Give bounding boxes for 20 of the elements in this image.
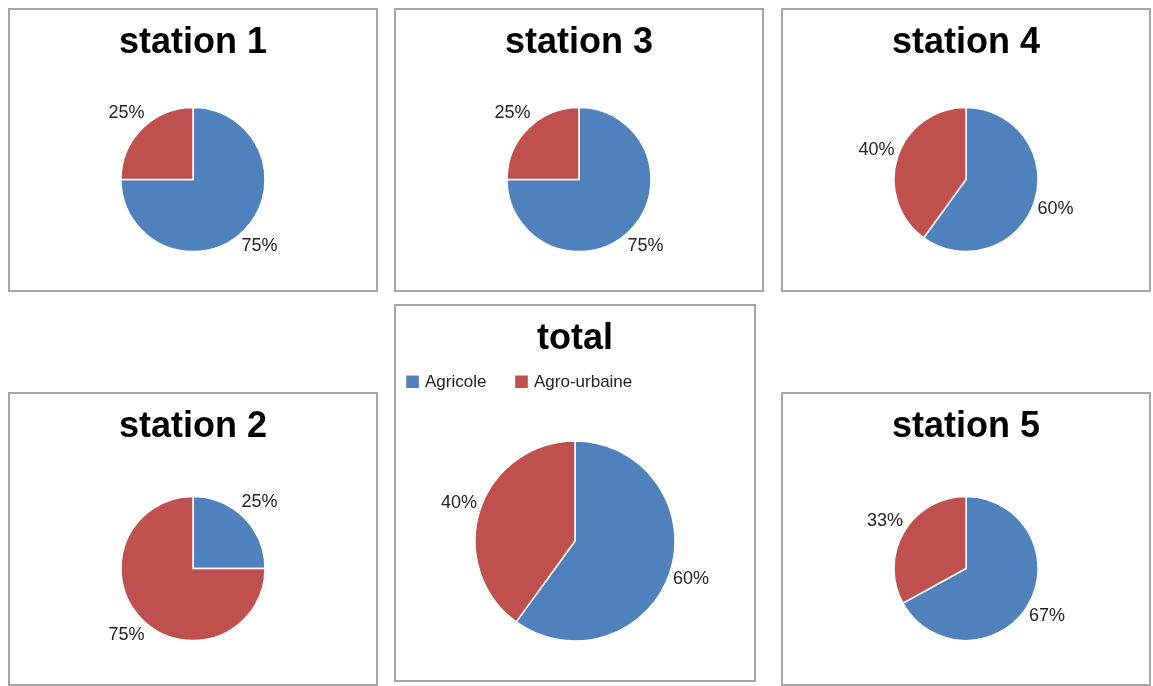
chart-title: station 3 <box>504 20 654 61</box>
data-label: 60% <box>673 567 710 588</box>
data-label: 67% <box>1028 605 1065 626</box>
chart-title: station 4 <box>891 20 1041 61</box>
data-label: 40% <box>858 139 895 160</box>
data-label: 25% <box>108 102 145 123</box>
chart-title: station 1 <box>118 20 268 61</box>
data-label: 75% <box>108 623 145 644</box>
data-label: 40% <box>440 492 477 513</box>
data-label: 60% <box>1037 197 1074 218</box>
chart-title: station 2 <box>118 404 268 445</box>
chart-title: total <box>537 316 613 357</box>
data-label: 33% <box>867 509 904 530</box>
data-label: 75% <box>627 234 664 255</box>
data-label: 25% <box>494 102 531 123</box>
data-label: 75% <box>241 234 278 255</box>
chart-title: station 5 <box>891 404 1041 445</box>
data-label: 25% <box>241 491 278 512</box>
legend-label: Agricole <box>425 371 487 391</box>
legend-label: Agro-urbaine <box>534 371 633 391</box>
